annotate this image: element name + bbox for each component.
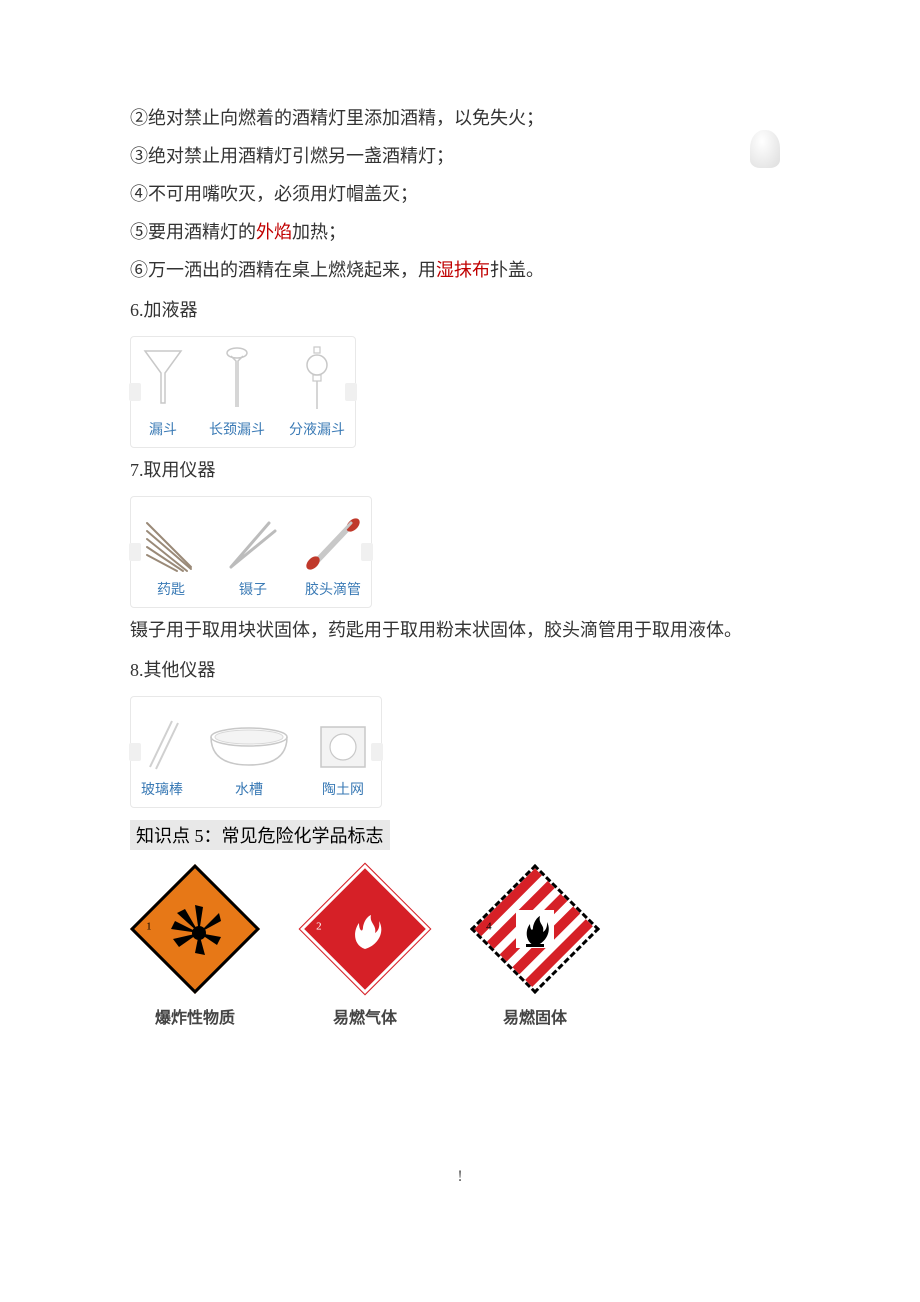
hazmat-flammable-solid: 4 易燃固体 (470, 864, 600, 1028)
rule-text-post: 扑盖。 (490, 260, 544, 280)
flammable-solid-sign-icon: 4 (470, 864, 600, 994)
item-label: 长颈漏斗 (209, 419, 265, 439)
water-trough-icon (207, 705, 291, 775)
item-label: 陶土网 (322, 779, 364, 799)
dropper-icon (305, 505, 361, 575)
item-label: 漏斗 (149, 419, 177, 439)
section-7-title: 7.取用仪器 (130, 452, 790, 488)
rule-text-red: 湿抹布 (436, 260, 490, 280)
item-tweezers: 镊子 (225, 505, 281, 599)
item-spoon: 药匙 (141, 505, 201, 599)
clay-mesh-icon (315, 705, 371, 775)
rule-6: ⑥万一洒出的酒精在桌上燃烧起来，用湿抹布扑盖。 (130, 252, 790, 288)
hazmat-class-num: 1 (146, 921, 152, 933)
circled-num: ⑤ (130, 222, 148, 242)
circled-num: ③ (130, 146, 148, 166)
footer-mark: ! (130, 1168, 790, 1186)
rule-5: ⑤要用酒精灯的外焰加热； (130, 214, 790, 250)
item-label: 胶头滴管 (305, 579, 361, 599)
section-8-title: 8.其他仪器 (130, 652, 790, 688)
item-long-neck-funnel: 长颈漏斗 (209, 345, 265, 439)
flammable-gas-sign-icon: 2 (300, 864, 430, 994)
hazmat-signs-row: 1 爆炸性物质 2 易燃气体 (130, 864, 790, 1028)
item-label: 玻璃棒 (141, 779, 183, 799)
rule-text-pre: 要用酒精灯的 (148, 222, 256, 242)
circled-num: ⑥ (130, 260, 148, 280)
rule-text: 不可用嘴吹灭，必须用灯帽盖灭； (148, 184, 418, 204)
hazmat-label: 易燃气体 (333, 1004, 397, 1028)
glass-rod-icon (142, 705, 182, 775)
rule-4: ④不可用嘴吹灭，必须用灯帽盖灭； (130, 176, 790, 212)
item-label: 药匙 (157, 579, 185, 599)
item-glass-rod: 玻璃棒 (141, 705, 183, 799)
item-clay-mesh: 陶土网 (315, 705, 371, 799)
tweezers-icon (225, 505, 281, 575)
item-dropper: 胶头滴管 (305, 505, 361, 599)
item-label: 镊子 (239, 579, 267, 599)
equipment-box-funnels: 漏斗 长颈漏斗 (130, 336, 790, 448)
item-water-trough: 水槽 (207, 705, 291, 799)
hazmat-flammable-gas: 2 易燃气体 (300, 864, 430, 1028)
rule-text: 绝对禁止向燃着的酒精灯里添加酒精，以免失火； (148, 108, 544, 128)
spoon-icon (141, 505, 201, 575)
long-neck-funnel-icon (223, 345, 251, 415)
lamp-cap-image (750, 130, 780, 168)
circled-num: ② (130, 108, 148, 128)
hazmat-class-num: 4 (486, 921, 492, 933)
item-label: 水槽 (235, 779, 263, 799)
hazmat-label: 易燃固体 (503, 1004, 567, 1028)
section-7-caption: 镊子用于取用块状固体，药匙用于取用粉末状固体，胶头滴管用于取用液体。 (130, 612, 790, 648)
knowledge-point-5-title: 知识点 5：常见危险化学品标志 (130, 820, 390, 850)
rule-text-red: 外焰 (256, 222, 292, 242)
section-6-title: 6.加液器 (130, 292, 790, 328)
equipment-box-other: 玻璃棒 水槽 陶土网 (130, 696, 790, 808)
item-funnel: 漏斗 (141, 345, 185, 439)
rule-text: 绝对禁止用酒精灯引燃另一盏酒精灯； (148, 146, 454, 166)
rule-text-post: 加热； (292, 222, 346, 242)
circled-num: ④ (130, 184, 148, 204)
separating-funnel-icon (303, 345, 331, 415)
hazmat-explosive: 1 爆炸性物质 (130, 864, 260, 1028)
hazmat-class-num: 2 (316, 921, 322, 933)
equipment-box-pickers: 药匙 镊子 胶头滴管 (130, 496, 790, 608)
rule-text-pre: 万一洒出的酒精在桌上燃烧起来，用 (148, 260, 436, 280)
hazmat-label: 爆炸性物质 (155, 1004, 235, 1028)
item-separating-funnel: 分液漏斗 (289, 345, 345, 439)
item-label: 分液漏斗 (289, 419, 345, 439)
explosive-sign-icon: 1 (130, 864, 260, 994)
rule-3: ③绝对禁止用酒精灯引燃另一盏酒精灯； (130, 138, 790, 174)
funnel-icon (141, 345, 185, 415)
rule-2: ②绝对禁止向燃着的酒精灯里添加酒精，以免失火； (130, 100, 790, 136)
